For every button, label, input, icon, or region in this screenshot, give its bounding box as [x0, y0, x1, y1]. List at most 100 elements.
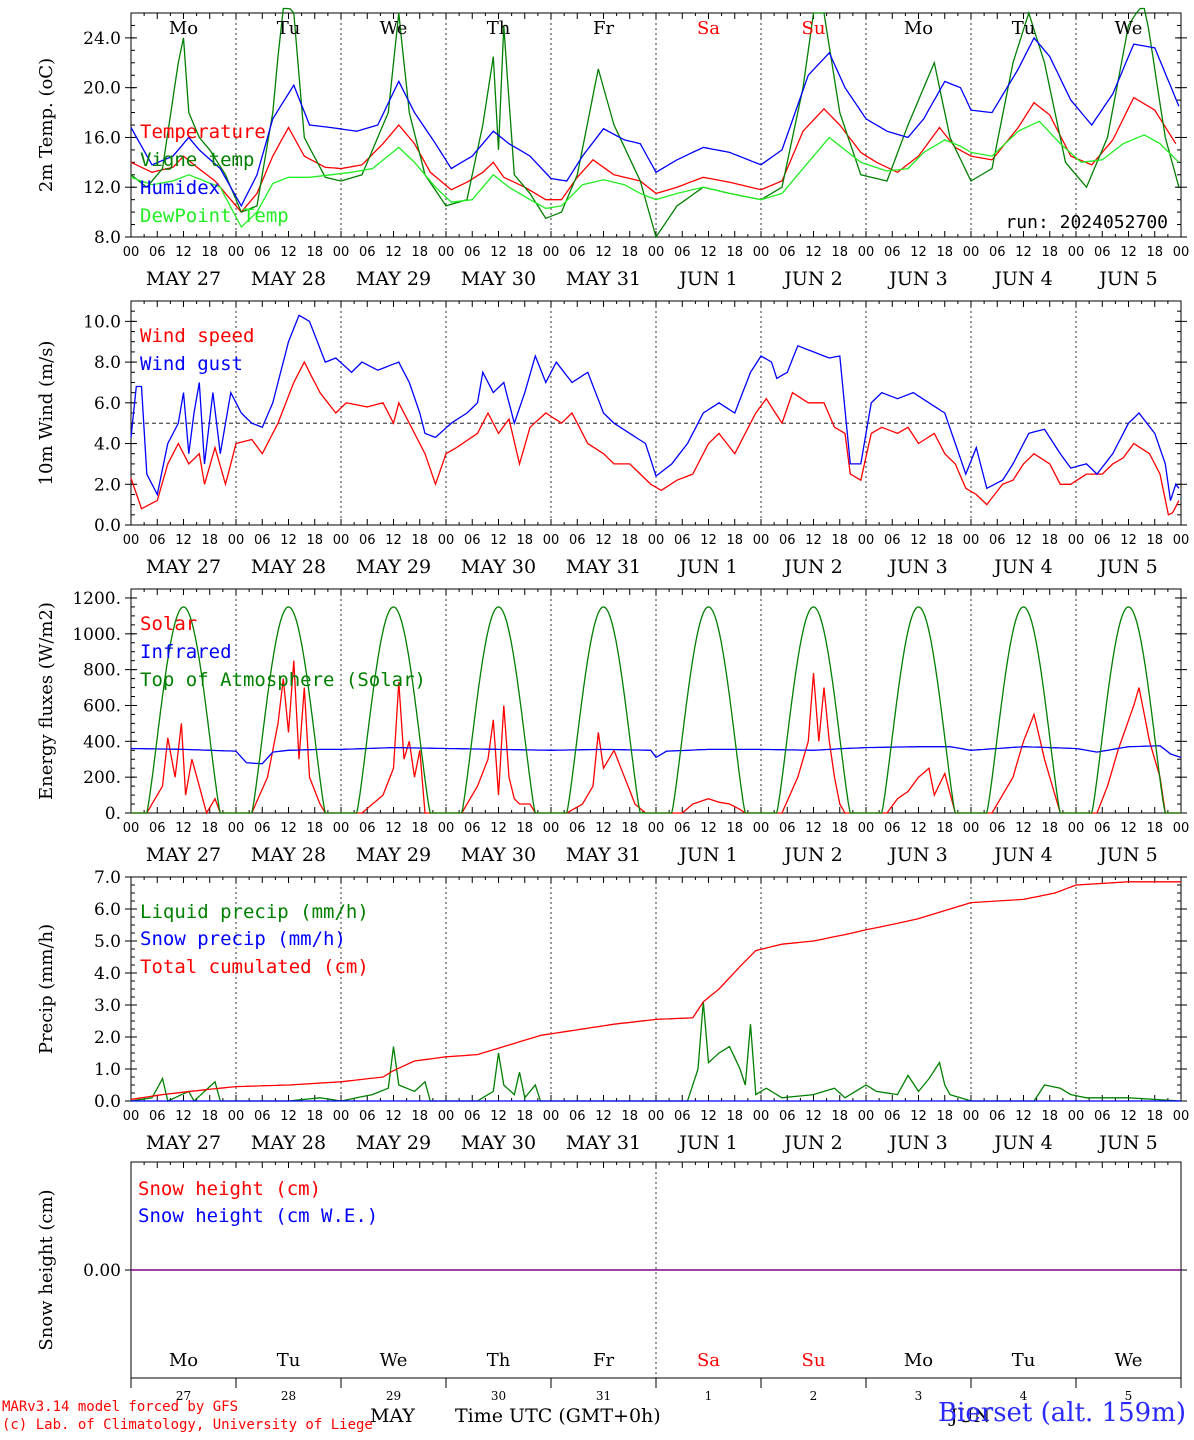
y-axis-label: Snow height (cm): [36, 1189, 57, 1350]
hour-label: 12: [595, 533, 612, 548]
date-label: JUN 2: [782, 844, 842, 866]
hour-label: 18: [201, 821, 218, 836]
legend-entry: Snow height (cm): [138, 1178, 321, 1200]
hour-label: 06: [569, 533, 586, 548]
hour-label: 00: [1173, 1109, 1190, 1124]
hour-label: 18: [1146, 533, 1163, 548]
hour-label: 06: [464, 1109, 481, 1124]
date-label: MAY 28: [251, 268, 326, 290]
y-tick-label: 5.0: [94, 932, 121, 952]
date-label: JUN 5: [1097, 1132, 1157, 1154]
hour-label: 00: [228, 821, 245, 836]
hour-label: 18: [201, 245, 218, 260]
hour-label: 12: [385, 821, 402, 836]
hour-label: 06: [464, 533, 481, 548]
hour-label: 18: [831, 1109, 848, 1124]
day-number: 27: [176, 1389, 191, 1403]
footer-model-line: MARv3.14 model forced by GFS: [2, 1399, 239, 1415]
hour-label: 00: [438, 821, 455, 836]
weekday-label-bottom: Su: [802, 1350, 826, 1371]
hour-label: 18: [726, 821, 743, 836]
y-axis-label: 10m Wind (m/s): [36, 341, 57, 486]
date-label: JUN 2: [782, 268, 842, 290]
hour-label: 00: [858, 245, 875, 260]
hour-label: 18: [1146, 245, 1163, 260]
hour-label: 00: [123, 533, 140, 548]
hour-label: 00: [1068, 821, 1085, 836]
hour-label: 00: [648, 1109, 665, 1124]
weekday-label-top: Mo: [904, 18, 933, 39]
hour-label: 18: [1041, 821, 1058, 836]
hour-label: 18: [831, 533, 848, 548]
hour-label: 00: [858, 533, 875, 548]
y-tick-label: 4.0: [94, 964, 121, 984]
hour-label: 18: [306, 245, 323, 260]
date-label: MAY 28: [251, 556, 326, 578]
hour-label: 00: [333, 245, 350, 260]
hour-label: 18: [1146, 821, 1163, 836]
date-label: MAY 31: [566, 268, 641, 290]
day-number: 29: [386, 1389, 401, 1403]
date-label: JUN 1: [677, 268, 737, 290]
hour-label: 12: [280, 1109, 297, 1124]
date-label: JUN 5: [1097, 268, 1157, 290]
hour-label: 00: [543, 821, 560, 836]
hour-label: 00: [333, 821, 350, 836]
legend-entry: Vigne temp: [140, 149, 254, 171]
series-line-total-cumulated-cm-: [130, 881, 1181, 1101]
day-number: 3: [915, 1389, 923, 1403]
y-tick-label: 200.: [83, 768, 121, 788]
hour-label: 12: [175, 1109, 192, 1124]
hour-label: 00: [648, 821, 665, 836]
date-label: MAY 30: [461, 844, 536, 866]
hour-label: 18: [936, 821, 953, 836]
hour-label: 06: [464, 245, 481, 260]
hour-label: 00: [963, 821, 980, 836]
hour-label: 00: [543, 245, 560, 260]
weekday-label-top: Fr: [593, 18, 614, 39]
hour-label: 12: [490, 1109, 507, 1124]
date-label: MAY 29: [356, 556, 431, 578]
hour-label: 06: [569, 245, 586, 260]
hour-label: 12: [595, 821, 612, 836]
y-tick-label: 1000.: [72, 625, 121, 645]
date-label: JUN 3: [887, 556, 947, 578]
hour-label: 06: [464, 821, 481, 836]
hour-label: 12: [490, 533, 507, 548]
day-number: 1: [705, 1389, 713, 1403]
series-line-top-of-atmosphere-solar-: [131, 606, 1181, 814]
hour-label: 18: [936, 1109, 953, 1124]
weekday-label-top: We: [380, 18, 408, 39]
hour-label: 12: [910, 1109, 927, 1124]
hour-label: 06: [149, 245, 166, 260]
hour-label: 00: [1173, 245, 1190, 260]
hour-label: 18: [411, 533, 428, 548]
date-label: JUN 1: [677, 1132, 737, 1154]
series-line-vigne-temp: [130, 7, 1180, 239]
date-label: MAY 29: [356, 1132, 431, 1154]
hour-label: 06: [1094, 245, 1111, 260]
date-label: MAY 30: [461, 1132, 536, 1154]
weekday-label-top: We: [1115, 18, 1143, 39]
hour-label: 06: [1094, 1109, 1111, 1124]
date-label: JUN 5: [1097, 556, 1157, 578]
hour-label: 00: [1173, 821, 1190, 836]
hour-label: 18: [306, 533, 323, 548]
legend-entry: Solar: [140, 613, 197, 635]
hour-label: 12: [280, 821, 297, 836]
date-label: MAY 30: [461, 556, 536, 578]
weekday-label-bottom: Mo: [904, 1350, 933, 1371]
hour-label: 06: [569, 1109, 586, 1124]
hour-label: 18: [1041, 533, 1058, 548]
date-label: JUN 3: [887, 1132, 947, 1154]
hour-label: 12: [910, 533, 927, 548]
legend-entry: Wind gust: [140, 353, 243, 375]
hour-label: 18: [621, 1109, 638, 1124]
weekday-label-bottom: Fr: [593, 1350, 614, 1371]
hour-label: 18: [936, 533, 953, 548]
date-label: MAY 29: [356, 268, 431, 290]
series-line-wind-speed: [130, 360, 1180, 516]
y-tick-label: 0.00: [83, 1261, 121, 1281]
y-tick-label: 8.0: [94, 228, 121, 248]
hour-label: 18: [516, 245, 533, 260]
